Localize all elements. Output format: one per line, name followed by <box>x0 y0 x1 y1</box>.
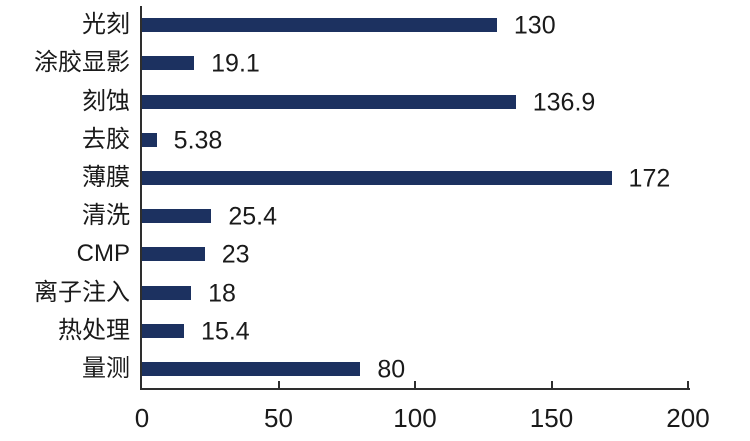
x-axis-tick <box>414 381 416 388</box>
x-axis-tick <box>277 381 280 388</box>
bar <box>142 170 612 185</box>
value-label: 25.4 <box>228 202 277 231</box>
value-label: 80 <box>377 355 406 384</box>
x-axis-tick-label: 200 <box>666 403 710 433</box>
category-label: CMP <box>76 240 130 268</box>
value-label: 15.4 <box>201 317 250 346</box>
category-label: 光刻 <box>82 11 130 39</box>
value-label: 172 <box>628 164 671 193</box>
value-label: 136.9 <box>532 88 596 116</box>
value-label: 18 <box>208 279 236 307</box>
bar <box>142 247 205 262</box>
category-label: 薄膜 <box>82 163 130 191</box>
bar <box>142 285 192 300</box>
bar <box>142 56 195 71</box>
category-label: 离子注入 <box>34 278 130 306</box>
x-axis-tick <box>687 381 689 388</box>
category-label: 去胶 <box>82 125 130 153</box>
y-axis-line <box>140 6 142 390</box>
bar <box>142 132 157 147</box>
bar <box>142 361 361 376</box>
value-label: 19.1 <box>211 49 260 78</box>
value-label: 130 <box>513 11 556 40</box>
bar <box>142 94 516 109</box>
bar <box>142 209 212 224</box>
category-label: 热处理 <box>58 316 130 344</box>
x-axis-line <box>140 388 690 390</box>
x-axis-tick <box>550 381 553 388</box>
value-label: 23 <box>221 240 250 269</box>
x-axis-tick-label: 150 <box>529 403 574 433</box>
bar <box>142 18 497 33</box>
x-axis-tick-label: 0 <box>134 403 150 433</box>
value-label: 5.38 <box>173 126 223 155</box>
category-label: 涂胶显影 <box>34 49 130 77</box>
x-axis-tick-label: 100 <box>393 403 437 433</box>
bar <box>142 323 185 338</box>
category-label: 刻蚀 <box>82 87 130 115</box>
category-label: 量测 <box>82 354 130 382</box>
x-axis-tick-label: 50 <box>264 403 293 433</box>
category-label: 清洗 <box>82 202 130 230</box>
